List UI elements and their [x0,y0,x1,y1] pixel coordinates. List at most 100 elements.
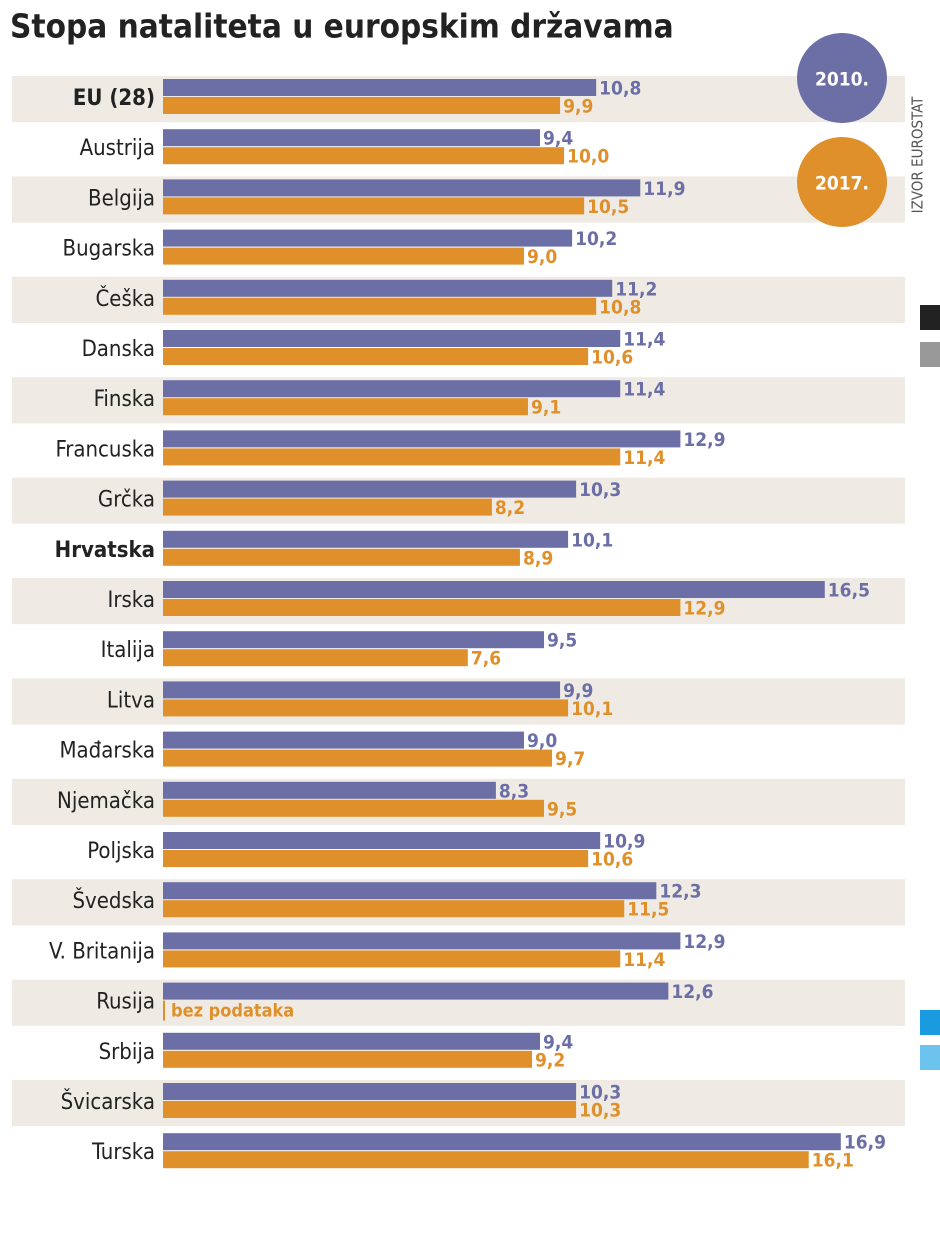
side-mark [920,1010,940,1035]
y-tick-label: Švicarska [61,1089,155,1115]
value-label: 12,9 [683,429,725,451]
value-label: 9,5 [547,798,577,820]
bar [163,649,468,667]
value-label: 9,1 [531,397,561,419]
y-tick-label: Grčka [98,488,155,513]
bar [163,498,492,516]
bar [163,1133,841,1151]
y-tick-label: Belgija [88,186,155,211]
y-tick-label: Mađarska [59,739,155,764]
y-tick-label: Finska [94,387,155,412]
value-label: 12,9 [683,931,725,953]
bar [163,147,565,165]
value-label: 10,3 [579,1082,621,1104]
y-tick-label: Bugarska [63,237,155,262]
bar [163,781,496,799]
bar [163,279,613,297]
y-tick-label: Srbija [99,1040,155,1065]
value-label: 11,9 [643,178,685,200]
value-label: 8,2 [495,497,525,519]
bar [163,1032,541,1050]
bar [163,1050,532,1068]
bar [163,900,625,918]
value-label: 11,4 [623,949,665,971]
annotation: bez podataka [171,1001,294,1022]
y-tick-label: Hrvatska [55,538,155,563]
bar [163,1101,577,1118]
value-label: 11,2 [615,278,657,300]
legend-label: 2010. [815,69,869,91]
bar [163,398,528,416]
y-tick-label: V. Britanija [49,939,155,964]
side-mark [920,305,940,330]
value-label: 8,9 [523,547,553,569]
value-label: 9,5 [547,630,577,652]
value-label: 12,3 [659,881,701,903]
bar [163,548,520,566]
bar [163,581,825,598]
value-label: 10,9 [603,831,645,853]
value-label: 8,3 [499,780,529,802]
bar [163,681,561,699]
bar [163,982,669,1000]
bar [163,749,553,767]
bar [163,731,524,749]
value-label: 16,1 [812,1150,854,1172]
value-label: 10,6 [591,347,633,369]
bar [163,699,569,717]
y-tick-label: Švedska [72,888,155,914]
y-tick-label: Češka [95,286,155,312]
value-label: 9,7 [555,748,585,770]
legend-marker [797,33,887,123]
bar [163,197,585,215]
chart-title: Stopa nataliteta u europskim državama [10,7,674,46]
bar [163,631,545,649]
value-label: 10,8 [599,296,641,318]
value-label: 9,9 [563,680,593,702]
value-label: 10,5 [587,196,629,218]
bar [163,599,681,616]
value-label: 11,4 [623,447,665,469]
y-tick-label: Litva [107,688,155,713]
bar [163,1083,577,1100]
value-label: 10,1 [571,698,613,720]
bar [163,530,569,548]
bar [163,850,589,867]
legend-marker [797,137,887,227]
value-label: 11,4 [623,379,665,401]
value-label: 9,4 [543,1031,573,1053]
y-tick-label: Turska [91,1140,155,1165]
bar [163,229,573,247]
value-label: 9,9 [563,96,593,118]
bar [163,348,589,365]
bar [163,179,641,197]
source: IZVOR EUROSTAT [909,96,927,214]
y-tick-label: Italija [101,638,155,663]
value-label: 9,0 [527,246,557,268]
bar [163,932,681,950]
bar [163,799,545,817]
value-label: 12,9 [683,598,725,620]
value-label: 10,8 [599,78,641,100]
y-tick-label: Danska [82,337,155,362]
side-mark [920,1045,940,1070]
value-label: 10,2 [575,228,617,250]
value-label: 7,6 [471,648,501,670]
bar [163,380,621,398]
y-tick-label: Rusija [96,990,155,1015]
value-label: 10,0 [567,146,609,168]
bar [163,330,621,347]
bar [163,297,597,315]
y-tick-label: Poljska [87,839,155,864]
value-label: 9,2 [535,1049,565,1071]
bar [163,247,524,265]
value-label: 16,5 [828,580,870,602]
side-mark [920,342,940,367]
y-tick-label: Irska [108,588,155,613]
value-label: 9,4 [543,128,573,150]
value-label: 11,5 [627,899,669,921]
value-label: 10,3 [579,1100,621,1122]
bar [163,430,681,448]
